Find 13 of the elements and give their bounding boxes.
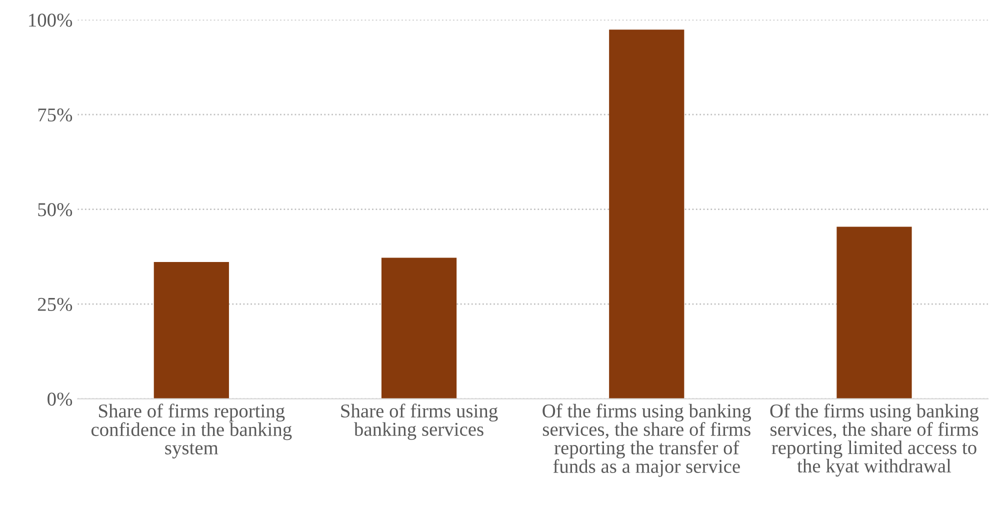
x-tick-label: Of the firms using banking services, the share of firms reporting limited access to the kyat withdrawal xyxy=(770,404,979,477)
x-tick-label: Share of firms using banking services xyxy=(341,404,498,440)
bar xyxy=(381,258,457,399)
bar xyxy=(609,30,684,399)
y-tick-label: 50% xyxy=(38,203,72,216)
y-tick-label: 0% xyxy=(48,392,72,406)
x-tick-label: Share of firms reporting confidence in the banking system xyxy=(91,404,292,458)
bar xyxy=(836,226,912,399)
x-tick-label: Of the firms using banking services, the share of firms reporting the transfer of funds as a major service xyxy=(542,404,752,477)
y-tick-label: 100% xyxy=(29,14,72,27)
y-tick-label: 25% xyxy=(38,298,72,312)
bar xyxy=(154,262,229,399)
y-tick-label: 75% xyxy=(38,108,72,122)
